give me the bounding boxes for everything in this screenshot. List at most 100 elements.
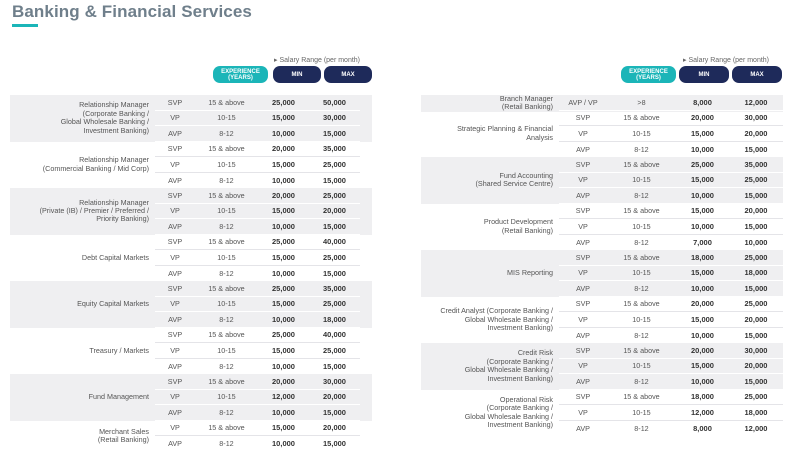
experience-cell: 15 & above xyxy=(623,206,660,216)
table-row: AVP 8-12 10,000 15,000 xyxy=(155,359,360,375)
max-salary-cell: 20,000 xyxy=(744,314,768,324)
level-cell: AVP xyxy=(576,237,590,247)
experience-cell: 15 & above xyxy=(623,113,660,123)
table-row: VP 10-15 15,000 25,000 xyxy=(155,343,360,359)
experience-cell: 10-15 xyxy=(217,113,236,123)
table-row: AVP 8-12 10,000 15,000 xyxy=(155,173,360,189)
experience-cell: 15 & above xyxy=(208,97,245,107)
max-salary-cell: 15,000 xyxy=(323,361,346,371)
level-cell: AVP xyxy=(576,283,590,293)
experience-cell: 8-12 xyxy=(219,407,234,417)
experience-cell: 10-15 xyxy=(217,252,236,262)
role-title: Strategic Planning & Financial Analysis xyxy=(421,111,559,158)
max-salary-cell: 30,000 xyxy=(323,376,346,386)
min-salary-cell: 12,000 xyxy=(272,392,295,402)
role-group: Debt Capital Markets SVP 15 & above 25,000 4… xyxy=(10,235,372,282)
table-row: VP 15 & above 15,000 20,000 xyxy=(155,421,360,436)
level-cell: SVP xyxy=(167,97,183,107)
table-row: VP 10-15 15,000 20,000 xyxy=(155,204,360,219)
experience-header: EXPERIENCE (YEARS) xyxy=(213,66,268,83)
level-cell: VP xyxy=(170,299,180,309)
experience-cell: 15 & above xyxy=(208,190,245,200)
role-group: Relationship Manager (Corporate Banking /… xyxy=(10,95,372,142)
min-salary-cell: 15,000 xyxy=(691,175,714,185)
max-salary-cell: 25,000 xyxy=(323,190,346,200)
min-salary-cell: 20,000 xyxy=(691,345,714,355)
role-title-line: Global Wholesale Banking / xyxy=(464,365,553,375)
max-salary-cell: 25,000 xyxy=(744,175,768,185)
level-cell: AVP xyxy=(168,268,182,278)
role-title-line: Credit Risk xyxy=(517,348,553,358)
min-salary-cell: 18,000 xyxy=(691,392,714,402)
max-salary-cell: 18,000 xyxy=(323,314,346,324)
table-row: AVP 8-12 7,000 10,000 xyxy=(559,235,783,251)
experience-cell: 8-12 xyxy=(634,237,649,247)
level-cell: VP xyxy=(170,252,180,262)
table-row: VP 10-15 15,000 25,000 xyxy=(155,250,360,266)
experience-cell: 15 & above xyxy=(623,159,660,169)
min-salary-cell: 15,000 xyxy=(691,361,714,371)
max-salary-cell: 25,000 xyxy=(323,345,346,355)
max-salary-cell: 25,000 xyxy=(323,252,346,262)
experience-cell: 8-12 xyxy=(634,144,649,154)
table-row: SVP 15 & above 20,000 30,000 xyxy=(559,111,783,126)
max-salary-cell: 12,000 xyxy=(744,97,768,107)
left-salary-table: ▸ Salary Range (per month) EXPERIENCE (YE… xyxy=(10,54,372,454)
min-salary-cell: 8,000 xyxy=(693,423,712,433)
min-salary-cell: 15,000 xyxy=(691,268,714,278)
experience-cell: 8-12 xyxy=(219,268,234,278)
level-cell: AVP xyxy=(576,423,590,433)
role-title-line: Operational Risk xyxy=(499,394,553,404)
max-header-right: MAX xyxy=(732,66,782,83)
experience-cell: 10-15 xyxy=(632,314,651,324)
experience-cell: 15 & above xyxy=(208,423,245,433)
role-title: Debt Capital Markets xyxy=(10,235,155,282)
min-salary-cell: 10,000 xyxy=(272,361,295,371)
max-salary-cell: 20,000 xyxy=(744,206,768,216)
role-title-line: Merchant Sales xyxy=(99,426,149,436)
role-title-line: Investment Banking) xyxy=(487,373,553,383)
min-salary-cell: 20,000 xyxy=(272,144,295,154)
table-row: AVP 8-12 8,000 12,000 xyxy=(559,421,783,437)
min-salary-cell: 15,000 xyxy=(272,206,295,216)
experience-cell: 8-12 xyxy=(634,423,649,433)
level-cell: VP xyxy=(578,175,588,185)
min-salary-cell: 15,000 xyxy=(272,299,295,309)
experience-cell: 15 & above xyxy=(208,144,245,154)
role-title-line: Relationship Manager xyxy=(79,155,149,165)
table-row: VP 10-15 15,000 25,000 xyxy=(559,173,783,188)
experience-cell: 15 & above xyxy=(208,283,245,293)
level-cell: AVP xyxy=(576,190,590,200)
role-title-line: Equity Capital Markets xyxy=(77,299,149,309)
max-salary-cell: 15,000 xyxy=(744,376,768,386)
experience-cell: 15 & above xyxy=(623,299,660,309)
min-salary-cell: 15,000 xyxy=(691,206,714,216)
min-salary-cell: 10,000 xyxy=(691,376,714,386)
level-cell: SVP xyxy=(167,376,183,386)
table-row: AVP 8-12 10,000 15,000 xyxy=(559,281,783,297)
role-group: Fund Accounting (Shared Service Centre) SV… xyxy=(421,157,783,204)
max-salary-cell: 20,000 xyxy=(323,423,346,433)
min-salary-cell: 15,000 xyxy=(691,314,714,324)
min-salary-cell: 10,000 xyxy=(691,190,714,200)
role-title: Branch Manager (Retail Banking) xyxy=(421,94,559,112)
role-group: Merchant Sales (Retail Banking) VP 15 & abo… xyxy=(10,421,372,452)
role-title: MIS Reporting xyxy=(421,250,559,297)
max-salary-cell: 20,000 xyxy=(744,361,768,371)
role-title-line: Investment Banking) xyxy=(83,125,149,135)
max-salary-cell: 15,000 xyxy=(323,268,346,278)
level-cell: VP xyxy=(578,407,588,417)
min-salary-cell: 10,000 xyxy=(272,407,295,417)
max-salary-cell: 15,000 xyxy=(323,128,346,138)
level-cell: SVP xyxy=(167,190,183,200)
min-salary-cell: 25,000 xyxy=(272,330,295,340)
role-title-line: Investment Banking) xyxy=(487,420,553,430)
role-title: Operational Risk (Corporate Banking / Glob… xyxy=(421,390,559,437)
table-row: AVP 8-12 10,000 15,000 xyxy=(155,405,360,421)
role-title: Merchant Sales (Retail Banking) xyxy=(10,421,155,452)
experience-cell: 10-15 xyxy=(632,175,651,185)
max-salary-cell: 15,000 xyxy=(744,330,768,340)
min-salary-cell: 10,000 xyxy=(272,175,295,185)
role-title-line: Fund Accounting xyxy=(499,170,553,180)
level-cell: VP xyxy=(170,392,180,402)
